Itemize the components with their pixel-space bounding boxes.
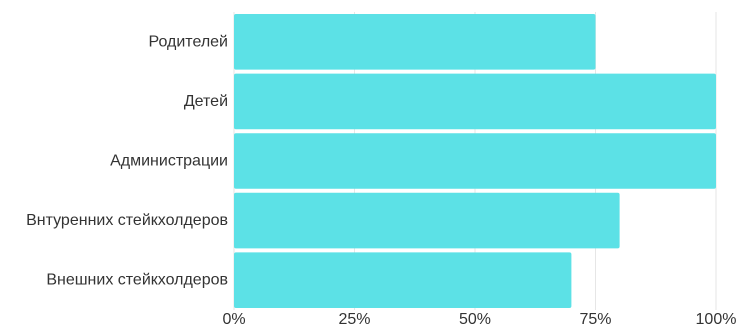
category-labels: Родителей Детей Администрации Внтуренних ст…	[26, 33, 228, 288]
x-tick-label: 25%	[338, 311, 370, 326]
category-label: Детей	[184, 93, 228, 110]
category-label: Администрации	[110, 153, 228, 170]
x-tick-label: 100%	[696, 311, 737, 326]
category-label: Внтуренних стейкхолдеров	[26, 212, 228, 229]
category-label: Внешних стейкхолдеров	[46, 272, 228, 289]
bar	[234, 192, 620, 249]
bar	[234, 14, 596, 70]
x-tick-label: 50%	[459, 311, 491, 326]
bar	[234, 252, 572, 308]
x-tick-labels: 0% 25% 50% 75% 100%	[222, 311, 736, 326]
category-label: Родителей	[149, 33, 228, 50]
bars	[234, 14, 716, 308]
bar	[234, 73, 716, 130]
bar	[234, 133, 716, 189]
x-tick-label: 75%	[579, 311, 611, 326]
x-tick-label: 0%	[222, 311, 245, 326]
